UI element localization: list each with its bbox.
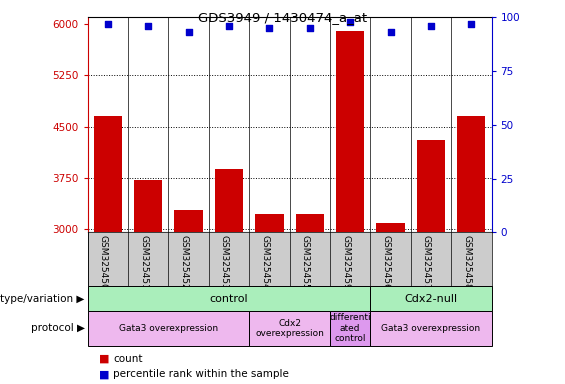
Bar: [371, 286, 492, 311]
Text: GSM325451: GSM325451: [139, 235, 148, 290]
Text: GSM325452: GSM325452: [180, 235, 189, 290]
Bar: [336, 31, 364, 232]
Text: Cdx2-null: Cdx2-null: [405, 293, 458, 304]
Bar: [255, 214, 284, 232]
Text: Gata3 overexpression: Gata3 overexpression: [119, 324, 218, 333]
Text: ■: ■: [99, 354, 110, 364]
Point: [346, 18, 355, 25]
Text: GSM325455: GSM325455: [301, 235, 310, 290]
Text: count: count: [113, 354, 142, 364]
Text: GSM325459: GSM325459: [341, 235, 350, 290]
Point: [184, 29, 193, 35]
Point: [386, 29, 395, 35]
Text: GSM325454: GSM325454: [260, 235, 270, 290]
Text: Gata3 overexpression: Gata3 overexpression: [381, 324, 480, 333]
Text: ■: ■: [99, 369, 110, 379]
Bar: [376, 223, 405, 232]
Text: GSM325456: GSM325456: [381, 235, 390, 290]
Bar: [371, 311, 492, 346]
Text: GDS3949 / 1430474_a_at: GDS3949 / 1430474_a_at: [198, 12, 367, 25]
Bar: [88, 311, 249, 346]
Text: protocol ▶: protocol ▶: [31, 323, 85, 333]
Text: GSM325458: GSM325458: [462, 235, 471, 290]
Text: GSM325457: GSM325457: [422, 235, 431, 290]
Point: [305, 25, 314, 31]
Text: genotype/variation ▶: genotype/variation ▶: [0, 293, 85, 304]
Point: [224, 23, 233, 29]
Bar: [88, 286, 371, 311]
Point: [103, 21, 112, 27]
Text: control: control: [210, 293, 248, 304]
Point: [427, 23, 436, 29]
Bar: [417, 140, 445, 232]
Point: [265, 25, 274, 31]
Bar: [175, 210, 203, 232]
Text: percentile rank within the sample: percentile rank within the sample: [113, 369, 289, 379]
Point: [467, 21, 476, 27]
Bar: [249, 311, 330, 346]
Bar: [134, 180, 162, 232]
Point: [144, 23, 153, 29]
Text: GSM325450: GSM325450: [99, 235, 108, 290]
Bar: [457, 116, 485, 232]
Bar: [215, 169, 243, 232]
Bar: [94, 116, 122, 232]
Text: GSM325453: GSM325453: [220, 235, 229, 290]
Bar: [330, 311, 371, 346]
Text: differenti
ated
control: differenti ated control: [329, 313, 371, 343]
Bar: [295, 214, 324, 232]
Text: Cdx2
overexpression: Cdx2 overexpression: [255, 319, 324, 338]
